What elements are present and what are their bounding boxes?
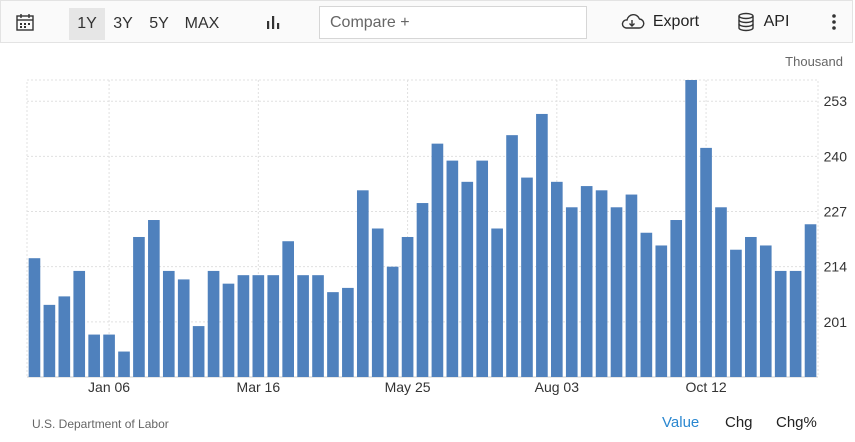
bar[interactable] — [476, 160, 489, 377]
bar[interactable] — [312, 275, 324, 377]
export-button[interactable]: Export — [617, 1, 701, 43]
tab-chg-pct[interactable]: Chg% — [776, 414, 817, 431]
compare-input[interactable] — [319, 6, 587, 39]
plot-frame — [26, 79, 819, 378]
bar[interactable] — [774, 270, 787, 377]
bar[interactable] — [506, 135, 518, 377]
bar[interactable] — [685, 80, 697, 377]
x-tick-label: Oct 12 — [685, 379, 726, 395]
bar[interactable] — [58, 296, 71, 377]
bar[interactable] — [745, 236, 757, 377]
bar[interactable] — [222, 283, 235, 377]
bar[interactable] — [730, 249, 742, 377]
bar[interactable] — [342, 287, 354, 377]
api-label: API — [763, 13, 790, 30]
bar[interactable] — [565, 207, 578, 377]
x-tick-label: May 25 — [385, 379, 431, 395]
range-max-button[interactable]: MAX — [184, 15, 220, 32]
range-1y-button[interactable]: 1Y — [69, 8, 105, 40]
bar[interactable] — [461, 181, 474, 377]
bar[interactable] — [371, 228, 384, 378]
bar[interactable] — [715, 207, 727, 377]
bar[interactable] — [580, 186, 593, 377]
bar[interactable] — [521, 177, 533, 377]
bar-chart-icon[interactable] — [259, 1, 287, 43]
tab-chg[interactable]: Chg — [725, 414, 753, 431]
bar[interactable] — [431, 143, 444, 377]
export-label: Export — [652, 13, 700, 30]
bar[interactable] — [401, 236, 414, 377]
calendar-icon[interactable] — [11, 1, 39, 43]
bar[interactable] — [133, 236, 145, 377]
bar[interactable] — [595, 190, 608, 377]
bar[interactable] — [297, 275, 309, 377]
x-tick-label: Aug 03 — [535, 379, 580, 395]
bar[interactable] — [282, 241, 294, 377]
cloud-download-icon — [621, 14, 645, 29]
bar[interactable] — [88, 334, 100, 377]
database-icon — [737, 12, 754, 32]
range-3y-button[interactable]: 3Y — [113, 15, 133, 32]
y-tick-label: 214 — [824, 259, 848, 275]
x-tick-label: Mar 16 — [237, 379, 281, 395]
bar[interactable] — [446, 160, 459, 377]
bar[interactable] — [237, 275, 250, 377]
bar[interactable] — [700, 147, 712, 377]
bar[interactable] — [789, 270, 802, 377]
bar[interactable] — [267, 275, 280, 377]
bar[interactable] — [416, 203, 429, 377]
bar[interactable] — [625, 194, 638, 377]
api-button[interactable]: API — [733, 1, 793, 43]
bar[interactable] — [103, 334, 115, 377]
bar[interactable] — [610, 207, 623, 377]
bar[interactable] — [551, 181, 563, 377]
chart-toolbar: 1Y 3Y 5Y MAX Export API — [0, 0, 853, 43]
bar[interactable] — [252, 275, 265, 377]
y-tick-label: 201 — [824, 314, 848, 330]
bar[interactable] — [118, 351, 130, 377]
bar[interactable] — [162, 270, 175, 377]
bar[interactable] — [177, 279, 190, 377]
bar[interactable] — [148, 220, 160, 377]
bar[interactable] — [327, 292, 339, 377]
y-tick-label: 253 — [824, 93, 848, 109]
y-tick-label: 240 — [824, 148, 848, 164]
source-label: U.S. Department of Labor — [32, 417, 169, 431]
tab-value[interactable]: Value — [662, 414, 700, 431]
bar[interactable] — [491, 228, 503, 378]
unit-label: Thousand — [785, 54, 843, 69]
bar[interactable] — [192, 326, 205, 377]
bar[interactable] — [356, 190, 369, 377]
bar[interactable] — [536, 113, 548, 377]
bar[interactable] — [43, 304, 56, 377]
bar[interactable] — [207, 270, 220, 377]
bar[interactable] — [386, 266, 399, 377]
bar[interactable] — [804, 224, 817, 377]
bar[interactable] — [655, 245, 668, 377]
bar[interactable] — [640, 232, 653, 377]
bar[interactable] — [759, 245, 772, 377]
bar[interactable] — [28, 258, 41, 377]
y-tick-label: 227 — [824, 204, 848, 220]
bar[interactable] — [73, 270, 86, 377]
x-tick-label: Jan 06 — [88, 379, 130, 395]
vertical-ellipsis-icon[interactable] — [823, 1, 845, 43]
range-5y-button[interactable]: 5Y — [149, 15, 169, 32]
bar[interactable] — [670, 220, 683, 377]
